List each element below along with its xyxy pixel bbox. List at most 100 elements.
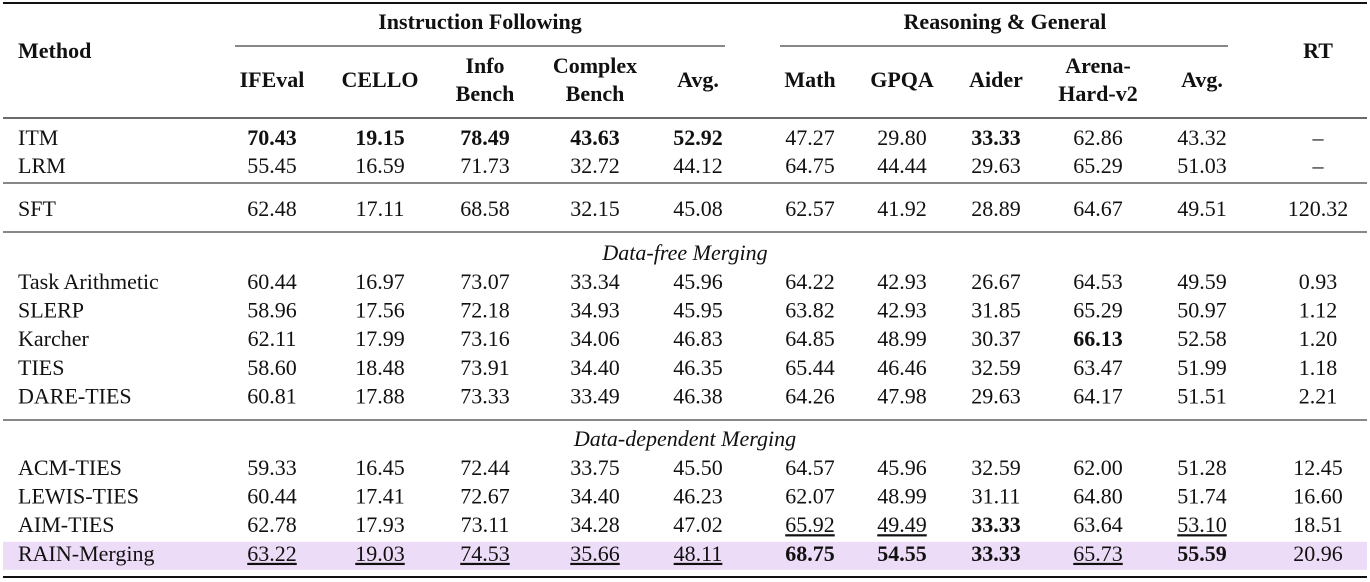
method-name: SFT — [18, 196, 56, 221]
cell: 46.46 — [877, 355, 927, 380]
cell: 52.92 — [673, 125, 723, 150]
column-header: Math — [784, 67, 835, 92]
cell: 63.47 — [1073, 355, 1123, 380]
method-name: LRM — [18, 153, 66, 178]
cell: 70.43 — [247, 125, 297, 150]
cell: 53.10 — [1177, 512, 1227, 537]
cell: – — [1312, 153, 1325, 178]
cell: 31.11 — [972, 484, 1021, 509]
cell: 62.86 — [1073, 125, 1123, 150]
cell: 31.85 — [971, 298, 1021, 323]
cell: 63.22 — [247, 541, 297, 566]
cell: 33.49 — [570, 383, 620, 408]
column-header: CELLO — [341, 67, 418, 92]
cell: 12.45 — [1293, 455, 1343, 480]
method-name: Task Arithmetic — [18, 269, 159, 294]
cell: 33.34 — [570, 269, 620, 294]
cell: 68.58 — [460, 196, 510, 221]
cell: 33.75 — [570, 455, 620, 480]
cell: – — [1312, 125, 1325, 150]
method-name: AIM-TIES — [18, 512, 115, 537]
cell: 58.60 — [247, 355, 297, 380]
method-name: SLERP — [18, 298, 84, 323]
cell: 71.73 — [460, 153, 510, 178]
cell: 41.92 — [877, 196, 927, 221]
column-header: Avg. — [1181, 67, 1223, 92]
cell: 48.11 — [674, 541, 723, 566]
cell: 2.21 — [1299, 383, 1338, 408]
cell: 52.58 — [1177, 326, 1227, 351]
cell: 62.07 — [785, 484, 835, 509]
method-name: TIES — [18, 355, 64, 380]
column-header: Bench — [456, 81, 515, 106]
cell: 29.63 — [971, 153, 1021, 178]
cell: 44.12 — [673, 153, 723, 178]
column-header: Bench — [566, 81, 625, 106]
cell: 33.33 — [971, 541, 1021, 566]
cell: 16.45 — [355, 455, 405, 480]
cell: 43.63 — [570, 125, 620, 150]
cell: 26.67 — [971, 269, 1021, 294]
cell: 34.06 — [570, 326, 620, 351]
cell: 55.45 — [247, 153, 297, 178]
cell: 64.67 — [1073, 196, 1123, 221]
cell: 42.93 — [877, 298, 927, 323]
cell: 54.55 — [877, 541, 927, 566]
cell: 60.44 — [247, 484, 297, 509]
cell: 32.59 — [971, 455, 1021, 480]
cell: 66.13 — [1073, 326, 1123, 351]
cell: 62.48 — [247, 196, 297, 221]
cell: 49.51 — [1177, 196, 1227, 221]
cell: 51.74 — [1177, 484, 1227, 509]
cell: 64.85 — [785, 326, 835, 351]
cell: 64.17 — [1073, 383, 1123, 408]
cell: 46.38 — [673, 383, 723, 408]
cell: 17.93 — [355, 512, 405, 537]
cell: 45.96 — [673, 269, 723, 294]
cell: 30.37 — [971, 326, 1021, 351]
method-name: ACM-TIES — [18, 455, 122, 480]
method-name: DARE-TIES — [18, 383, 132, 408]
cell: 62.57 — [785, 196, 835, 221]
cell: 64.57 — [785, 455, 835, 480]
row-highlight — [3, 541, 1367, 570]
cell: 73.11 — [461, 512, 510, 537]
cell: 51.03 — [1177, 153, 1227, 178]
cell: 1.12 — [1299, 298, 1338, 323]
method-name: ITM — [18, 125, 58, 150]
cell: 45.08 — [673, 196, 723, 221]
cell: 47.98 — [877, 383, 927, 408]
cell: 34.40 — [570, 484, 620, 509]
cell: 60.81 — [247, 383, 297, 408]
cell: 18.48 — [355, 355, 405, 380]
cell: 62.00 — [1073, 455, 1123, 480]
cell: 28.89 — [971, 196, 1021, 221]
cell: 20.96 — [1293, 541, 1343, 566]
section-label: Data-dependent Merging — [573, 426, 796, 451]
column-header: GPQA — [870, 67, 934, 92]
header-method: Method — [18, 38, 91, 63]
cell: 64.22 — [785, 269, 835, 294]
cell: 43.32 — [1177, 125, 1227, 150]
cell: 72.67 — [460, 484, 510, 509]
cell: 33.33 — [971, 512, 1021, 537]
cell: 64.75 — [785, 153, 835, 178]
cell: 58.96 — [247, 298, 297, 323]
cell: 1.18 — [1299, 355, 1338, 380]
cell: 65.44 — [785, 355, 835, 380]
cell: 47.27 — [785, 125, 835, 150]
cell: 65.73 — [1073, 541, 1123, 566]
cell: 49.49 — [877, 512, 927, 537]
cell: 16.60 — [1293, 484, 1343, 509]
cell: 60.44 — [247, 269, 297, 294]
cell: 47.02 — [673, 512, 723, 537]
cell: 73.07 — [460, 269, 510, 294]
cell: 64.53 — [1073, 269, 1123, 294]
cell: 45.96 — [877, 455, 927, 480]
cell: 17.41 — [355, 484, 405, 509]
cell: 46.23 — [673, 484, 723, 509]
header-rt: RT — [1303, 38, 1333, 63]
cell: 32.72 — [570, 153, 620, 178]
cell: 64.80 — [1073, 484, 1123, 509]
column-header: Aider — [969, 67, 1023, 92]
